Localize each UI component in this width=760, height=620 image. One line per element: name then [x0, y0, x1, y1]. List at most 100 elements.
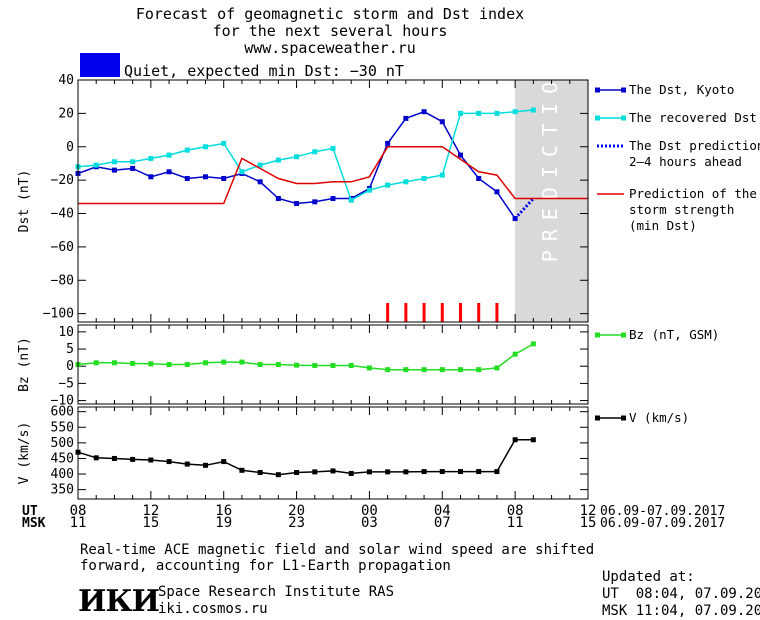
data-point — [330, 195, 336, 201]
y-tick-label: 0 — [66, 140, 74, 155]
data-point — [166, 362, 172, 367]
x-tick-label-ut: 20 — [288, 503, 305, 519]
institute-site[interactable]: iki.cosmos.ru — [158, 601, 268, 617]
y-axis-label: Dst (nT) — [17, 170, 32, 233]
y-tick-label: 450 — [51, 451, 74, 466]
iki-logo: ИКИ — [78, 584, 160, 619]
data-point — [312, 149, 318, 155]
data-point — [221, 140, 227, 146]
data-point — [130, 456, 136, 462]
data-point — [166, 459, 172, 465]
y-tick-label: 40 — [58, 73, 74, 88]
legend-marker — [595, 115, 600, 121]
data-point — [239, 359, 245, 365]
footer-note-line2: forward, accounting for L1-Earth propaga… — [80, 558, 451, 574]
data-point — [148, 361, 154, 367]
status-text: Quiet, expected min Dst: −30 nT — [124, 62, 404, 80]
x-tick-label-msk: 23 — [288, 515, 305, 531]
data-point — [221, 459, 227, 465]
data-point — [294, 362, 300, 368]
data-point — [439, 367, 445, 373]
x-tick-label-ut: 00 — [361, 503, 378, 519]
panel-frame — [77, 79, 589, 323]
data-point — [275, 362, 281, 367]
data-point — [458, 469, 463, 475]
legend-label: V (km/s) — [629, 410, 689, 425]
prediction-zone — [515, 80, 588, 322]
data-point — [403, 115, 409, 121]
y-tick-label: −5 — [58, 376, 74, 391]
x-tick-label-msk: 07 — [434, 515, 451, 531]
data-point — [530, 437, 536, 443]
y-tick-label: −100 — [43, 307, 74, 322]
data-point — [221, 359, 227, 365]
site-url[interactable]: www.spaceweather.ru — [244, 39, 416, 57]
panel-frame — [77, 406, 589, 500]
data-point — [421, 367, 427, 373]
data-point — [221, 175, 227, 181]
data-point — [421, 109, 427, 115]
data-point — [148, 174, 154, 180]
x-tick-label-ut: 16 — [215, 503, 232, 519]
legend-marker — [595, 415, 600, 421]
y-axis-label: V (km/s) — [17, 422, 32, 485]
legend-label: Prediction of the — [629, 186, 757, 201]
data-point — [476, 175, 482, 181]
data-point — [348, 197, 354, 203]
series-line — [77, 109, 534, 202]
data-point — [111, 360, 117, 366]
institute-name: Space Research Institute RAS — [158, 584, 395, 600]
data-point — [111, 159, 117, 165]
legend-label: The Dst, Kyoto — [629, 82, 734, 97]
x-tick-label-msk: 03 — [361, 515, 378, 531]
data-point — [166, 169, 172, 175]
data-point — [275, 472, 281, 478]
data-point — [312, 469, 318, 475]
x-tick-label-ut: 12 — [580, 503, 597, 519]
legend-label: 2–4 hours ahead — [629, 154, 742, 169]
legend-label: Bz (nT, GSM) — [629, 327, 719, 342]
updated-msk: MSK 11:04, 07.09.2017 — [602, 603, 760, 619]
y-tick-label: 350 — [51, 483, 74, 498]
y-tick-label: 20 — [58, 106, 74, 121]
data-point — [348, 470, 354, 476]
data-point — [294, 201, 300, 207]
data-point — [111, 167, 117, 173]
data-point — [385, 367, 391, 373]
status-swatch — [80, 53, 120, 77]
footer-note-line1: Real-time ACE magnetic field and solar w… — [80, 542, 595, 558]
data-point — [458, 152, 463, 158]
data-point — [184, 175, 190, 181]
data-point — [439, 469, 445, 475]
data-point — [366, 469, 372, 475]
y-axis-label: Bz (nT) — [17, 337, 32, 392]
data-point — [512, 109, 518, 115]
ut-date-range: 06.09-07.09.2017 — [600, 504, 725, 519]
x-tick-label-ut: 12 — [142, 503, 159, 519]
prediction-zone-label: PREDICTION — [538, 52, 562, 262]
x-tick-label-msk: 15 — [142, 515, 159, 531]
updated-label: Updated at: — [602, 569, 695, 585]
data-point — [476, 367, 482, 373]
data-point — [203, 144, 208, 150]
chart-title-line1: Forecast of geomagnetic storm and Dst in… — [135, 5, 525, 23]
panel-frame — [77, 324, 589, 405]
data-point — [294, 154, 300, 160]
y-tick-label: 5 — [66, 342, 74, 357]
data-point — [494, 189, 500, 195]
y-tick-label: −20 — [51, 173, 74, 188]
y-tick-label: −60 — [51, 240, 74, 255]
data-point — [348, 363, 354, 369]
legend-marker — [621, 87, 626, 93]
data-point — [275, 195, 281, 201]
data-point — [330, 468, 336, 474]
data-point — [330, 145, 336, 151]
data-point — [184, 461, 190, 467]
data-point — [184, 147, 190, 153]
legend-label: The Dst prediction — [629, 138, 760, 153]
data-point — [421, 175, 427, 181]
data-point — [166, 152, 172, 158]
data-point — [257, 162, 263, 168]
y-tick-label: 600 — [51, 405, 74, 420]
